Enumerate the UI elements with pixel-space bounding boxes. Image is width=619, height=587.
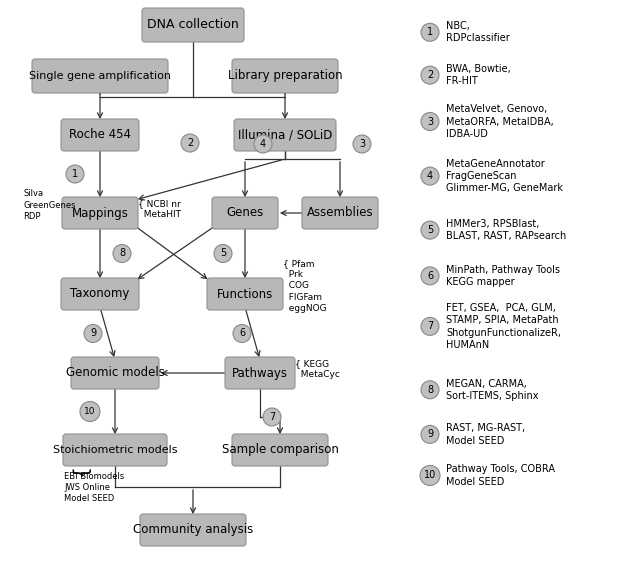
Text: { Pfam
  Prk
  COG
  FIGFam
  eggNOG: { Pfam Prk COG FIGFam eggNOG [283, 259, 327, 313]
Text: }: } [69, 468, 88, 481]
Text: 3: 3 [427, 116, 433, 127]
Text: 10: 10 [424, 470, 436, 481]
Text: MetaGeneAnnotator
FragGeneScan
Glimmer-MG, GeneMark: MetaGeneAnnotator FragGeneScan Glimmer-M… [446, 158, 563, 194]
FancyBboxPatch shape [232, 59, 338, 93]
Text: BWA, Bowtie,
FR-HIT: BWA, Bowtie, FR-HIT [446, 64, 511, 86]
Text: 4: 4 [260, 139, 266, 149]
Text: 5: 5 [220, 248, 226, 258]
Text: 5: 5 [427, 225, 433, 235]
Text: Genomic models: Genomic models [66, 366, 165, 380]
Text: Taxonomy: Taxonomy [71, 288, 130, 301]
FancyBboxPatch shape [63, 434, 167, 466]
Text: 2: 2 [187, 138, 193, 148]
Text: EBI Biomodels
JWS Online
Model SEED: EBI Biomodels JWS Online Model SEED [64, 472, 124, 503]
Text: MetaVelvet, Genovo,
MetaORFA, MetalDBA,
IDBA-UD: MetaVelvet, Genovo, MetaORFA, MetalDBA, … [446, 104, 554, 139]
Text: 8: 8 [427, 384, 433, 395]
Circle shape [233, 325, 251, 342]
Text: DNA collection: DNA collection [147, 19, 239, 32]
Circle shape [421, 318, 439, 335]
Text: 8: 8 [119, 248, 125, 258]
Text: FET, GSEA,  PCA, GLM,
STAMP, SPIA, MetaPath
ShotgunFunctionalizeR,
HUMAnN: FET, GSEA, PCA, GLM, STAMP, SPIA, MetaPa… [446, 303, 561, 350]
Circle shape [421, 381, 439, 399]
Text: Single gene amplification: Single gene amplification [29, 71, 171, 81]
Circle shape [263, 408, 281, 426]
Text: MEGAN, CARMA,
Sort-ITEMS, Sphinx: MEGAN, CARMA, Sort-ITEMS, Sphinx [446, 379, 539, 401]
Circle shape [66, 165, 84, 183]
Circle shape [421, 221, 439, 239]
FancyBboxPatch shape [225, 357, 295, 389]
FancyBboxPatch shape [71, 357, 159, 389]
Text: { NCBI nr
  MetaHIT: { NCBI nr MetaHIT [138, 199, 181, 219]
Circle shape [214, 245, 232, 262]
Circle shape [421, 267, 439, 285]
Circle shape [181, 134, 199, 152]
FancyBboxPatch shape [232, 434, 328, 466]
Circle shape [421, 113, 439, 130]
Text: NBC,
RDPclassifier: NBC, RDPclassifier [446, 21, 510, 43]
Circle shape [421, 167, 439, 185]
FancyBboxPatch shape [61, 278, 139, 310]
Text: 7: 7 [269, 412, 275, 422]
Text: 7: 7 [427, 321, 433, 332]
Text: RAST, MG-RAST,
Model SEED: RAST, MG-RAST, Model SEED [446, 423, 525, 446]
Circle shape [420, 465, 440, 485]
FancyBboxPatch shape [212, 197, 278, 229]
Circle shape [80, 402, 100, 421]
Text: 6: 6 [427, 271, 433, 281]
Text: Library preparation: Library preparation [228, 69, 342, 83]
Text: Pathways: Pathways [232, 366, 288, 380]
Text: HMMer3, RPSBlast,
BLAST, RAST, RAPsearch: HMMer3, RPSBlast, BLAST, RAST, RAPsearch [446, 219, 566, 241]
FancyBboxPatch shape [61, 119, 139, 151]
FancyBboxPatch shape [62, 197, 138, 229]
Text: 3: 3 [359, 139, 365, 149]
FancyBboxPatch shape [140, 514, 246, 546]
Text: Functions: Functions [217, 288, 273, 301]
Text: Roche 454: Roche 454 [69, 129, 131, 141]
Circle shape [254, 135, 272, 153]
Circle shape [421, 66, 439, 84]
Circle shape [84, 325, 102, 342]
FancyBboxPatch shape [207, 278, 283, 310]
Circle shape [353, 135, 371, 153]
FancyBboxPatch shape [32, 59, 168, 93]
Circle shape [113, 245, 131, 262]
Text: 9: 9 [90, 329, 96, 339]
Circle shape [421, 426, 439, 443]
Text: 1: 1 [427, 27, 433, 38]
FancyBboxPatch shape [234, 119, 336, 151]
Text: Silva
GreenGenes
RDP: Silva GreenGenes RDP [23, 190, 76, 221]
Text: 2: 2 [427, 70, 433, 80]
Text: Illumina / SOLiD: Illumina / SOLiD [238, 129, 332, 141]
Text: { KEGG
  MetaCyc: { KEGG MetaCyc [295, 359, 340, 379]
Text: Genes: Genes [227, 207, 264, 220]
Text: Stoichiometric models: Stoichiometric models [53, 445, 177, 455]
FancyBboxPatch shape [302, 197, 378, 229]
Text: 4: 4 [427, 171, 433, 181]
Text: 1: 1 [72, 169, 78, 179]
Text: Mappings: Mappings [72, 207, 128, 220]
FancyBboxPatch shape [142, 8, 244, 42]
Text: Pathway Tools, COBRA
Model SEED: Pathway Tools, COBRA Model SEED [446, 464, 555, 487]
Circle shape [421, 23, 439, 41]
Text: 9: 9 [427, 429, 433, 440]
Text: Sample comparison: Sample comparison [222, 444, 339, 457]
Text: 6: 6 [239, 329, 245, 339]
Text: 10: 10 [84, 407, 96, 416]
Text: Assemblies: Assemblies [306, 207, 373, 220]
Text: MinPath, Pathway Tools
KEGG mapper: MinPath, Pathway Tools KEGG mapper [446, 265, 560, 287]
Text: Community analysis: Community analysis [133, 524, 253, 537]
